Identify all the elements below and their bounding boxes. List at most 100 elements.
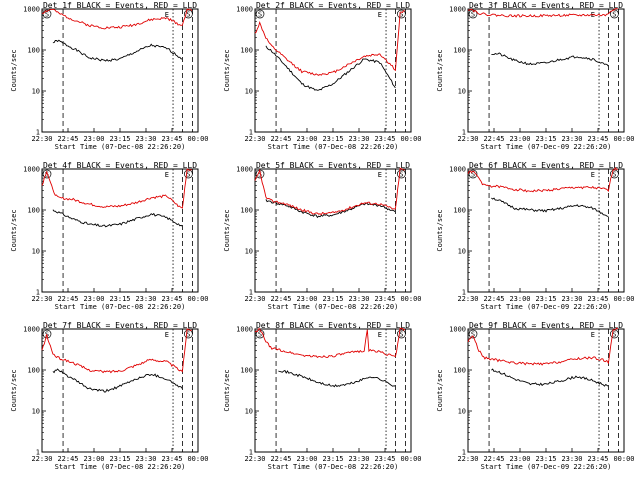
- x-tick-label: 23:00: [509, 455, 530, 463]
- x-tick-label: 22:45: [483, 455, 504, 463]
- events-series-line: [265, 199, 396, 219]
- plot-frame: [41, 328, 199, 453]
- x-tick-label: 00:00: [613, 295, 634, 303]
- end-s-marker-label: S: [612, 331, 616, 339]
- panel-title: Det 7f BLACK = Events, RED = LLD: [43, 321, 197, 330]
- end-s-marker-label: S: [186, 331, 190, 339]
- start-marker-label: S: [258, 11, 262, 19]
- y-tick-label: 10: [458, 408, 466, 416]
- y-axis-label: Counts/sec: [436, 369, 444, 411]
- y-tick-label: 10: [32, 408, 40, 416]
- y-axis-label: Counts/sec: [223, 369, 231, 411]
- y-tick-label: 10: [245, 248, 253, 256]
- lld-series-line: [254, 10, 405, 76]
- lld-series-line: [467, 327, 619, 366]
- y-tick-label: 100: [453, 207, 466, 215]
- end-marker-circle: [184, 329, 193, 339]
- x-tick-label: 00:00: [400, 135, 421, 143]
- panel-title: Det 4f BLACK = Events, RED = LLD: [43, 161, 197, 170]
- y-tick-label: 100: [27, 207, 40, 215]
- events-series-line: [52, 209, 183, 228]
- y-tick-label: 1000: [23, 166, 40, 174]
- x-axis-label: Start Time (07-Dec-09 22:26:20): [481, 143, 612, 151]
- x-axis-label: Start Time (07-Dec-08 22:26:20): [55, 463, 186, 471]
- end-marker-label: E: [165, 331, 169, 339]
- y-tick-label: 1: [249, 449, 253, 457]
- panel-title: Det 5f BLACK = Events, RED = LLD: [256, 161, 410, 170]
- y-tick-label: 10: [32, 88, 40, 96]
- y-axis-label: Counts/sec: [436, 209, 444, 251]
- x-tick-label: 23:45: [374, 455, 395, 463]
- end-marker-circle: [397, 9, 406, 19]
- x-axis-label: Start Time (07-Dec-08 22:26:20): [55, 143, 186, 151]
- y-tick-label: 1000: [23, 326, 40, 334]
- x-tick-label: 23:45: [161, 455, 182, 463]
- end-s-marker-label: S: [186, 171, 190, 179]
- x-tick-label: 23:30: [348, 295, 369, 303]
- panel-title: Det 2f BLACK = Events, RED = LLD: [256, 1, 410, 10]
- x-tick-label: 22:45: [270, 135, 291, 143]
- x-tick-label: 23:15: [322, 295, 343, 303]
- panel-det-7: Det 7f BLACK = Events, RED = LLD 1 10 100 10…: [10, 321, 209, 471]
- x-tick-label: 23:00: [509, 295, 530, 303]
- end-marker-label: E: [591, 171, 595, 179]
- panel-title: Det 9f BLACK = Events, RED = LLD: [469, 321, 623, 330]
- y-tick-label: 1000: [449, 6, 466, 14]
- end-marker-label: E: [165, 11, 169, 19]
- x-tick-label: 23:30: [561, 135, 582, 143]
- x-tick-label: 23:45: [587, 455, 608, 463]
- panel-det-2: Det 2f BLACK = Events, RED = LLD 1 10 100 10…: [223, 1, 422, 151]
- start-marker-circle: [468, 329, 478, 339]
- end-marker-label: E: [165, 171, 169, 179]
- panel-det-6: Det 6f BLACK = Events, RED = LLD 1 10 100 10…: [436, 161, 635, 311]
- x-tick-label: 22:30: [31, 455, 52, 463]
- x-tick-label: 23:15: [109, 135, 130, 143]
- y-tick-label: 1: [249, 289, 253, 297]
- x-tick-label: 23:00: [296, 455, 317, 463]
- y-tick-label: 100: [27, 367, 40, 375]
- y-axis-label: Counts/sec: [10, 369, 18, 411]
- x-tick-label: 23:00: [83, 135, 104, 143]
- y-tick-label: 1: [462, 129, 466, 137]
- y-tick-label: 10: [245, 88, 253, 96]
- end-s-marker-label: S: [399, 331, 403, 339]
- y-tick-label: 10: [245, 408, 253, 416]
- start-marker-label: S: [471, 331, 475, 339]
- plot-frame: [41, 168, 199, 293]
- end-s-marker-label: S: [399, 11, 403, 19]
- x-tick-label: 00:00: [613, 455, 634, 463]
- x-tick-label: 23:00: [296, 295, 317, 303]
- lld-series-line: [254, 167, 405, 216]
- y-tick-label: 1: [249, 129, 253, 137]
- x-axis-label: Start Time (07-Dec-08 22:26:20): [268, 303, 399, 311]
- x-tick-label: 22:45: [57, 135, 78, 143]
- x-tick-label: 00:00: [187, 135, 208, 143]
- x-tick-label: 23:00: [83, 455, 104, 463]
- x-tick-label: 23:30: [348, 135, 369, 143]
- lld-series-line: [42, 8, 193, 30]
- panel-det-3: Det 3f BLACK = Events, RED = LLD 1 10 100 10…: [436, 1, 635, 151]
- start-marker-circle: [255, 9, 265, 19]
- x-tick-label: 00:00: [613, 135, 634, 143]
- x-tick-label: 22:30: [244, 295, 265, 303]
- x-tick-label: 23:45: [587, 295, 608, 303]
- plot-frame: [254, 168, 412, 293]
- lld-series-line: [41, 328, 193, 374]
- panel-det-1: Det 1f BLACK = Events, RED = LLD 1 10 100 10…: [10, 1, 209, 151]
- y-tick-label: 1000: [449, 166, 466, 174]
- events-series-line: [265, 45, 396, 91]
- x-tick-label: 23:15: [322, 455, 343, 463]
- x-tick-label: 23:45: [587, 135, 608, 143]
- y-tick-label: 1: [36, 449, 40, 457]
- x-tick-label: 23:30: [135, 295, 156, 303]
- x-tick-label: 23:30: [561, 455, 582, 463]
- x-axis-label: Start Time (07-Dec-08 22:26:20): [55, 303, 186, 311]
- end-marker-label: E: [591, 331, 595, 339]
- x-tick-label: 23:45: [374, 135, 395, 143]
- x-tick-label: 23:15: [109, 295, 130, 303]
- y-axis-label: Counts/sec: [436, 49, 444, 91]
- x-tick-label: 22:30: [244, 135, 265, 143]
- x-tick-label: 23:15: [322, 135, 343, 143]
- x-tick-label: 22:45: [57, 455, 78, 463]
- x-tick-label: 00:00: [187, 455, 208, 463]
